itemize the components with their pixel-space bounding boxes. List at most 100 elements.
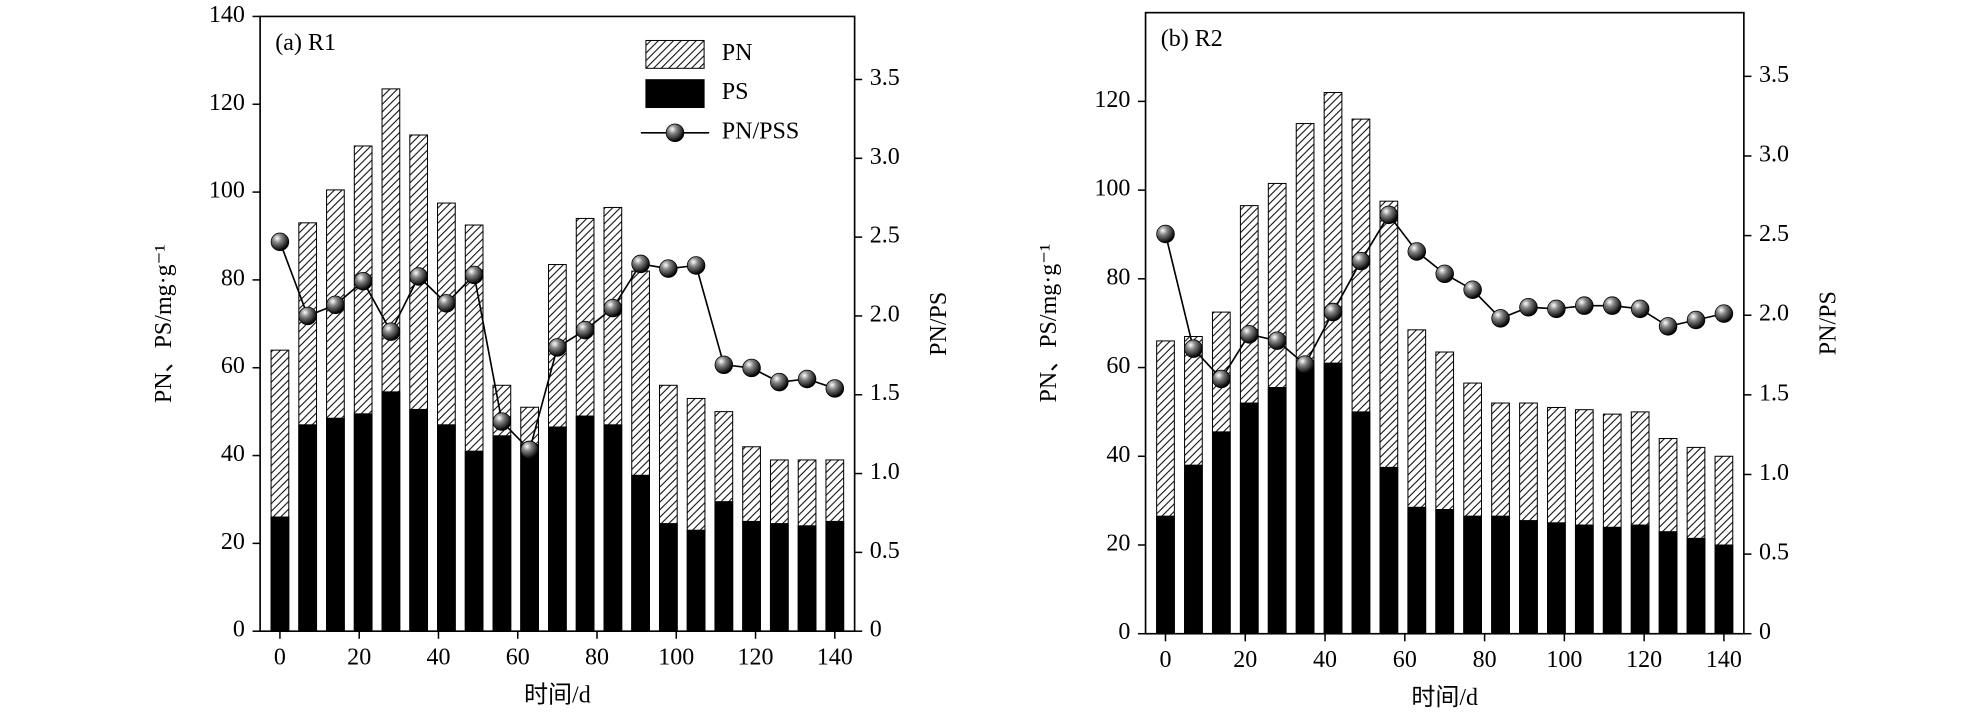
y-tick-label: 40 bbox=[1106, 442, 1130, 468]
y2-tick-label: 1.5 bbox=[870, 380, 900, 406]
x-tick-label: 120 bbox=[1626, 647, 1662, 673]
bar bbox=[270, 516, 290, 632]
bar bbox=[1156, 515, 1175, 635]
bar bbox=[1295, 367, 1315, 635]
bar bbox=[603, 424, 623, 632]
marker bbox=[298, 306, 317, 326]
marker bbox=[714, 355, 734, 375]
bar bbox=[1211, 431, 1231, 635]
marker bbox=[603, 298, 623, 318]
bar bbox=[1463, 515, 1482, 635]
y2-tick-label: 1.0 bbox=[1759, 460, 1789, 486]
marker bbox=[1184, 339, 1203, 358]
marker bbox=[464, 265, 484, 285]
bar bbox=[1714, 544, 1734, 635]
marker bbox=[770, 372, 789, 392]
bar bbox=[1658, 531, 1678, 635]
plot-frame bbox=[1144, 11, 1745, 635]
bar bbox=[769, 523, 789, 632]
bar bbox=[1686, 537, 1706, 635]
panel-title: (a) R1 bbox=[275, 30, 336, 56]
bar bbox=[437, 424, 456, 632]
y2-tick-label: 2.0 bbox=[1759, 301, 1789, 327]
bar bbox=[1435, 509, 1455, 635]
x-tick-label: 80 bbox=[1473, 647, 1497, 673]
y-tick-label: 20 bbox=[221, 529, 245, 555]
y2-tick-label: 0 bbox=[870, 617, 882, 643]
y-tick-label: 140 bbox=[209, 2, 245, 28]
marker bbox=[631, 254, 650, 274]
bar bbox=[1379, 466, 1399, 635]
plot-frame bbox=[259, 15, 856, 633]
bar bbox=[742, 520, 761, 632]
bar bbox=[714, 501, 734, 632]
marker bbox=[520, 440, 539, 460]
x-axis-label: 时间/d bbox=[524, 681, 591, 708]
bar bbox=[1519, 520, 1538, 635]
marker bbox=[1658, 317, 1678, 336]
bar bbox=[548, 426, 567, 632]
y-tick-label: 60 bbox=[221, 353, 245, 379]
bar bbox=[658, 523, 678, 632]
y2-tick-label: 3.5 bbox=[870, 65, 900, 91]
y2-tick-label: 0.5 bbox=[870, 538, 900, 564]
marker bbox=[1156, 224, 1175, 244]
marker bbox=[1575, 296, 1594, 315]
marker bbox=[1407, 242, 1427, 261]
marker bbox=[686, 256, 706, 275]
bar bbox=[797, 525, 817, 632]
x-tick-label: 40 bbox=[426, 645, 450, 671]
bar bbox=[1491, 515, 1510, 635]
marker bbox=[1463, 280, 1482, 299]
y-tick-label: 120 bbox=[209, 90, 245, 116]
bar bbox=[575, 415, 595, 632]
legend-swatch bbox=[645, 79, 705, 109]
legend-label: PN/PSS bbox=[722, 118, 799, 144]
x-tick-label: 140 bbox=[1706, 647, 1742, 673]
y-tick-label: 100 bbox=[209, 178, 245, 204]
marker bbox=[825, 379, 845, 398]
bar bbox=[1323, 362, 1343, 635]
marker bbox=[575, 320, 595, 340]
bar bbox=[1407, 506, 1427, 635]
marker bbox=[437, 294, 456, 313]
bar bbox=[1630, 524, 1650, 635]
y2-tick-label: 3.0 bbox=[870, 144, 900, 170]
marker bbox=[1267, 331, 1287, 350]
y2-tick-label: 3.5 bbox=[1759, 62, 1789, 88]
x-tick-label: 80 bbox=[585, 645, 609, 671]
y2-tick-label: 2.5 bbox=[870, 223, 900, 249]
marker bbox=[742, 358, 761, 378]
bar bbox=[631, 474, 650, 632]
marker bbox=[1547, 299, 1566, 319]
bar bbox=[353, 413, 373, 632]
y-tick-label: 0 bbox=[1118, 619, 1130, 645]
marker bbox=[381, 322, 401, 341]
y2-tick-label: 1.0 bbox=[870, 459, 900, 485]
y2-axis-label: PN/PS bbox=[926, 292, 952, 356]
marker bbox=[1519, 298, 1538, 317]
y2-tick-label: 0.5 bbox=[1759, 540, 1789, 566]
marker bbox=[1240, 325, 1259, 344]
marker bbox=[1295, 355, 1315, 374]
x-tick-label: 100 bbox=[1546, 647, 1582, 673]
bar bbox=[381, 391, 401, 632]
bar bbox=[464, 450, 484, 632]
x-axis-label: 时间/d bbox=[1411, 684, 1478, 711]
marker bbox=[1686, 310, 1706, 330]
legend-label: PN bbox=[722, 40, 753, 66]
marker bbox=[1630, 299, 1650, 319]
x-tick-label: 0 bbox=[1159, 647, 1171, 673]
marker bbox=[409, 267, 428, 286]
x-tick-label: 0 bbox=[274, 645, 286, 671]
marker bbox=[548, 338, 567, 357]
y-axis-label: PN、PS/mg·g⁻¹ bbox=[151, 244, 177, 403]
y-tick-label: 40 bbox=[221, 441, 245, 467]
legend-swatch bbox=[645, 39, 705, 69]
y2-tick-label: 2.0 bbox=[870, 301, 900, 327]
bar bbox=[492, 435, 512, 632]
y-axis-label: PN、PS/mg·g⁻¹ bbox=[1036, 244, 1062, 403]
y-tick-label: 0 bbox=[233, 617, 245, 643]
x-tick-label: 20 bbox=[1233, 647, 1257, 673]
y2-tick-label: 2.5 bbox=[1759, 221, 1789, 247]
